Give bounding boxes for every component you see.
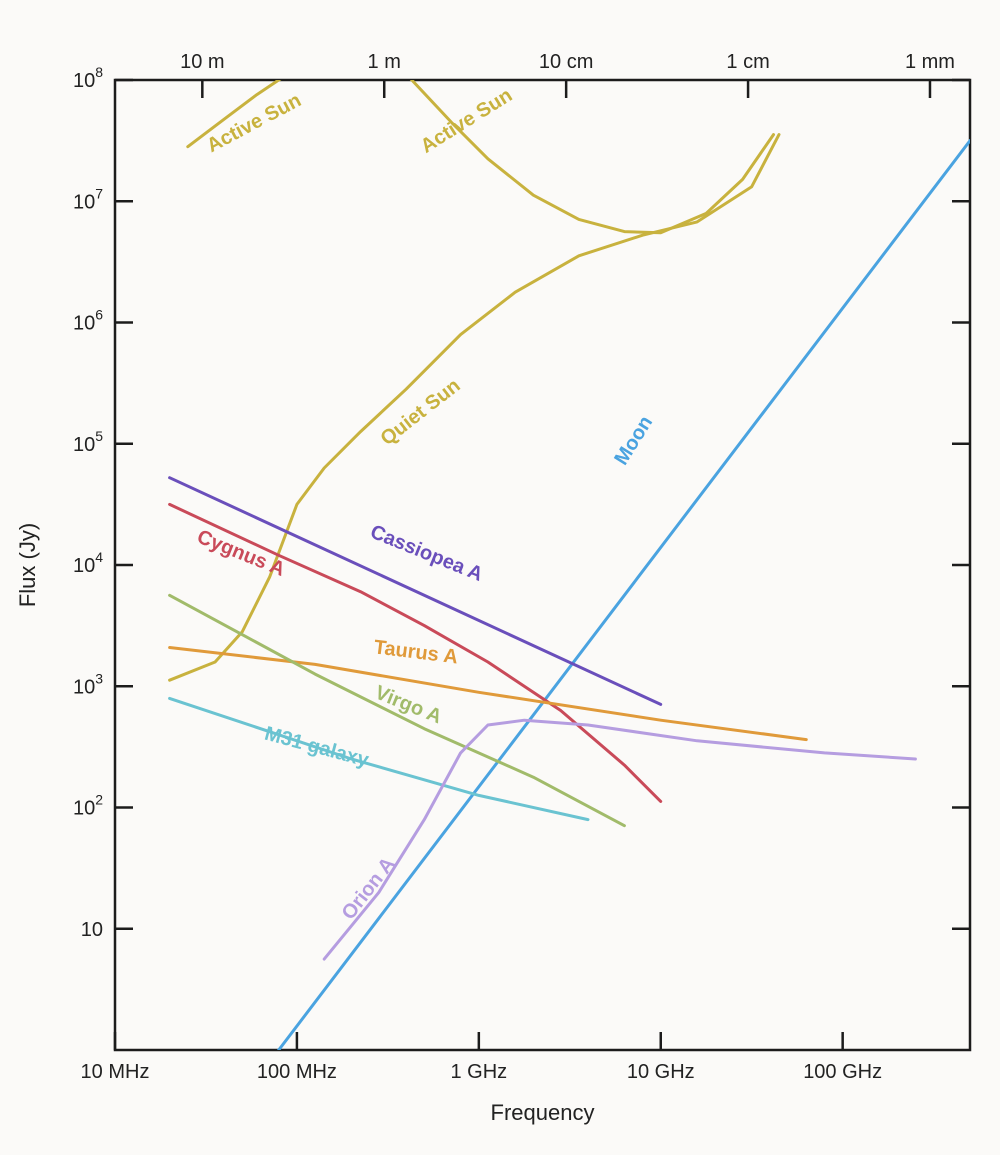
x-axis-label: Frequency (491, 1100, 595, 1125)
chart-bg (0, 0, 1000, 1155)
y-axis-label: Flux (Jy) (15, 523, 40, 607)
x-tick-label: 100 GHz (803, 1061, 882, 1083)
x-tick-label: 10 MHz (81, 1061, 150, 1083)
x-tick-label: 10 GHz (627, 1061, 695, 1083)
x-top-tick-label: 10 cm (539, 51, 593, 73)
x-top-tick-label: 1 cm (726, 51, 769, 73)
x-top-tick-label: 1 mm (905, 51, 955, 73)
x-top-tick-label: 10 m (180, 51, 224, 73)
x-tick-label: 100 MHz (257, 1061, 337, 1083)
x-tick-label: 1 GHz (450, 1061, 507, 1083)
flux-vs-frequency-chart: 10 MHz 100 MHz 1 GHz 10 GHz 100 GHz 10 m 1 m 10… (0, 0, 1000, 1155)
x-top-tick-label: 1 m (368, 51, 401, 73)
y-tick-label: 10 (81, 919, 103, 941)
